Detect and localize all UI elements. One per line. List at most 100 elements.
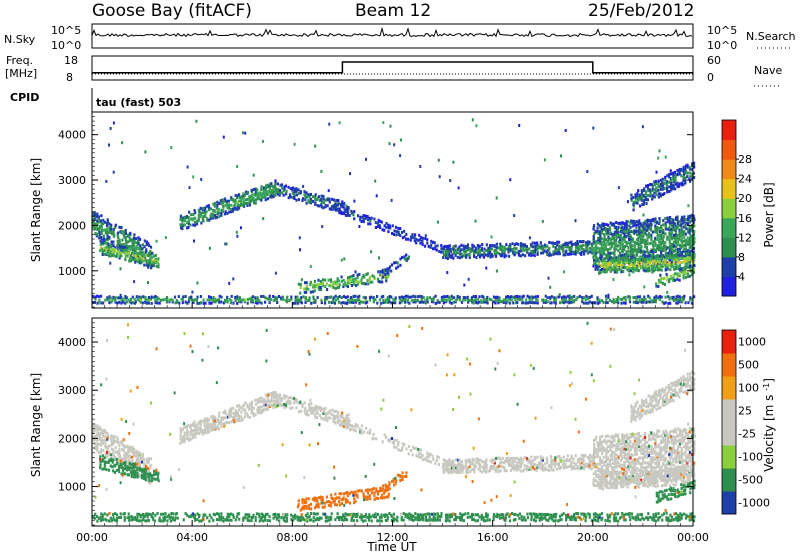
power-cell bbox=[536, 251, 539, 255]
velocity-cell bbox=[323, 505, 326, 509]
power-cell bbox=[330, 295, 333, 299]
velocity-cell bbox=[596, 441, 599, 445]
velocity-cell bbox=[147, 479, 150, 482]
power-cell bbox=[643, 238, 646, 242]
power-cell bbox=[657, 260, 660, 263]
velocity-cell bbox=[135, 454, 138, 458]
power-cell bbox=[658, 217, 661, 220]
power-cell bbox=[244, 298, 247, 302]
power-cell bbox=[418, 294, 421, 298]
power-cell bbox=[599, 234, 602, 238]
power-cell bbox=[432, 247, 435, 251]
power-cell bbox=[649, 241, 652, 245]
power-cell bbox=[508, 254, 511, 258]
power-cell bbox=[319, 282, 323, 286]
power-cell bbox=[637, 198, 640, 202]
power-cell bbox=[490, 247, 493, 251]
power-cell bbox=[689, 298, 692, 302]
velocity-cell bbox=[405, 471, 408, 475]
power-cell bbox=[338, 295, 341, 299]
power-cell bbox=[340, 204, 343, 208]
velocity-cell bbox=[143, 462, 146, 466]
power-cell bbox=[628, 260, 631, 264]
power-cell bbox=[634, 296, 637, 299]
power-cell bbox=[525, 301, 528, 305]
velocity-cell bbox=[218, 411, 221, 415]
power-cell bbox=[125, 241, 128, 245]
power-cell bbox=[636, 266, 639, 270]
power-cell bbox=[666, 290, 669, 294]
power-cell bbox=[628, 298, 631, 301]
power-cell bbox=[186, 221, 189, 225]
power-cell bbox=[594, 229, 597, 233]
power-cell bbox=[561, 246, 565, 250]
power-cell bbox=[270, 184, 273, 188]
power-cell bbox=[252, 197, 255, 200]
power-cell bbox=[127, 252, 131, 255]
power-cell bbox=[509, 297, 512, 301]
power-cell bbox=[327, 189, 330, 193]
power-cell bbox=[664, 224, 667, 227]
velocity-cell bbox=[540, 461, 543, 465]
power-cell bbox=[601, 254, 604, 258]
power-cell bbox=[317, 287, 320, 291]
power-cell bbox=[613, 233, 616, 237]
power-cell bbox=[639, 222, 642, 226]
power-cell bbox=[564, 295, 567, 299]
power-cell bbox=[388, 142, 391, 146]
velocity-cell bbox=[550, 463, 553, 467]
power-cell bbox=[521, 253, 524, 257]
velocity-cell bbox=[596, 443, 599, 447]
power-cell bbox=[368, 278, 371, 281]
power-cell bbox=[537, 244, 540, 248]
velocity-cell bbox=[448, 462, 451, 465]
power-cell bbox=[280, 191, 284, 195]
power-cell bbox=[426, 296, 429, 300]
power-cell bbox=[480, 300, 483, 304]
power-cell bbox=[611, 251, 614, 255]
power-cell bbox=[384, 298, 388, 302]
power-cell bbox=[330, 205, 334, 209]
velocity-cell bbox=[212, 425, 215, 428]
power-cell bbox=[385, 269, 388, 273]
velocity-cell bbox=[558, 455, 561, 458]
power-cell bbox=[657, 268, 660, 272]
power-cell bbox=[400, 299, 403, 303]
velocity-cell bbox=[605, 464, 608, 468]
power-cell bbox=[260, 198, 263, 202]
power-cell bbox=[208, 295, 211, 299]
velocity-cell bbox=[315, 497, 318, 500]
sky-panel: N.Sky 10^5 10^0 10^5 10^0 N.Search bbox=[4, 23, 796, 52]
nave-label: Nave bbox=[754, 64, 782, 77]
power-cell bbox=[474, 219, 477, 223]
power-cell bbox=[231, 209, 234, 213]
power-cell bbox=[660, 183, 663, 186]
power-cell bbox=[311, 283, 315, 287]
velocity-cell bbox=[527, 460, 530, 464]
power-cell bbox=[541, 219, 544, 223]
velocity-cell bbox=[192, 422, 195, 426]
power-cell bbox=[367, 222, 370, 226]
power-cell bbox=[258, 193, 261, 196]
power-cell bbox=[227, 203, 231, 207]
power-cell bbox=[448, 295, 451, 299]
velocity-cell bbox=[132, 469, 135, 473]
power-cell bbox=[647, 251, 651, 255]
power-cell bbox=[117, 252, 121, 256]
power-cell bbox=[638, 193, 641, 197]
velocity-cell bbox=[289, 406, 292, 410]
velocity-cell bbox=[479, 469, 482, 473]
power-cell bbox=[450, 294, 453, 298]
velocity-cell bbox=[450, 466, 454, 470]
power-cell bbox=[692, 171, 695, 175]
power-cell bbox=[642, 203, 645, 206]
power-cell bbox=[334, 203, 337, 207]
velocity-cell bbox=[320, 501, 323, 505]
power-cell bbox=[568, 248, 571, 252]
power-cell bbox=[684, 272, 687, 276]
power-cell bbox=[240, 199, 243, 203]
power-cell bbox=[684, 265, 687, 269]
power-cell bbox=[647, 225, 650, 229]
power-cell bbox=[598, 230, 602, 234]
velocity-cell bbox=[212, 414, 215, 418]
